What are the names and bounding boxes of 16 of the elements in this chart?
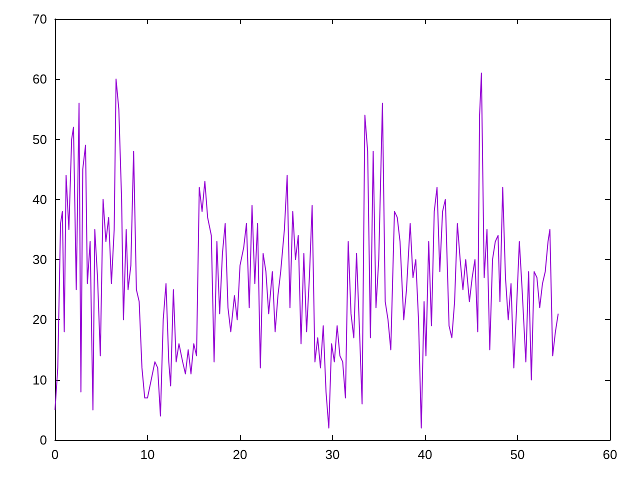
x-tick-label: 40: [418, 447, 432, 462]
y-tick-label: 40: [32, 192, 47, 207]
y-tick-label: 70: [32, 12, 47, 26]
x-tick-label: 30: [325, 447, 340, 462]
y-tick-label: 20: [32, 312, 47, 328]
y-tick-label: 50: [32, 132, 47, 147]
x-tick-label: 50: [510, 447, 525, 462]
line-series: [54, 72, 559, 428]
x-tick-label: 20: [232, 447, 248, 462]
x-tick-label: 0: [51, 447, 59, 462]
x-tick-label: 10: [140, 447, 155, 462]
y-tick-label: 60: [32, 72, 47, 87]
y-tick-label: 0: [40, 432, 47, 448]
x-tick-label: 60: [602, 447, 618, 462]
y-tick-label: 10: [32, 372, 47, 388]
y-tick-label: 30: [32, 252, 47, 268]
